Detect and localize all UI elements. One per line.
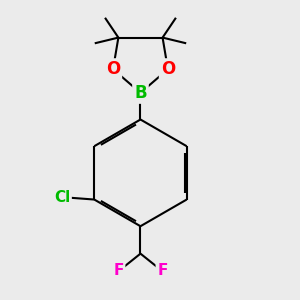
Text: F: F bbox=[113, 263, 124, 278]
Text: Cl: Cl bbox=[54, 190, 70, 205]
Text: O: O bbox=[161, 60, 175, 78]
Text: O: O bbox=[106, 60, 120, 78]
Text: F: F bbox=[158, 263, 168, 278]
Text: B: B bbox=[134, 84, 147, 102]
